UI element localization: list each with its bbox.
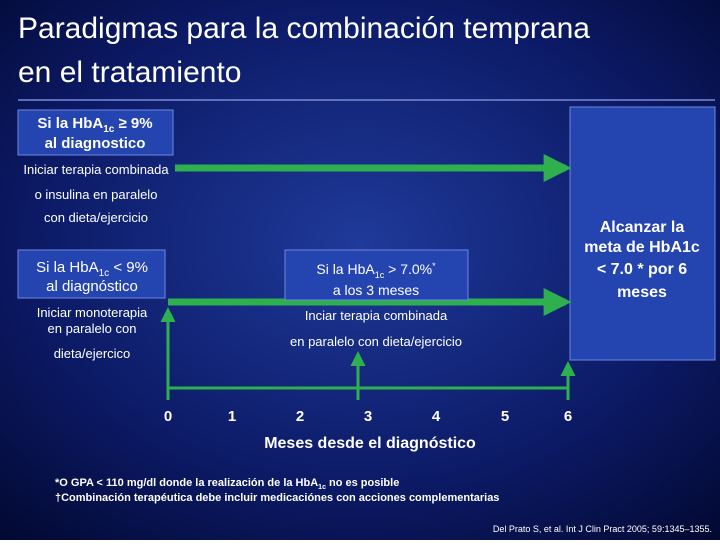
timeline-tick: 0 xyxy=(164,408,172,425)
condition-box xyxy=(17,109,174,156)
path-text: con dieta/ejercicio xyxy=(44,210,148,225)
subscript: 1c xyxy=(375,270,385,280)
text: Si la HbA xyxy=(36,259,99,276)
goal-text: < 7.0 * por 6 xyxy=(597,261,687,278)
text: *O GPA < 110 mg/dl donde la realización … xyxy=(55,477,318,489)
title: Paradigmas para la combinación temprana xyxy=(18,12,590,45)
text: ≥ 9% xyxy=(114,115,152,132)
condition-box xyxy=(284,249,469,301)
text: Si la HbA xyxy=(316,261,375,277)
timeline-tick: 4 xyxy=(432,408,441,425)
footnote: *O GPA < 110 mg/dl donde la realización … xyxy=(55,477,399,491)
timeline-tick: 3 xyxy=(364,408,372,425)
text: no es posible xyxy=(326,477,399,489)
path-text: Iniciar monoterapia xyxy=(37,305,148,320)
subscript: 1c xyxy=(318,484,326,491)
path-text: en paralelo con xyxy=(48,321,137,336)
timeline-label: Meses desde el diagnóstico xyxy=(264,435,476,452)
box-text: Si la HbA1c ≥ 9% xyxy=(37,115,152,135)
path-text: o insulina en paralelo xyxy=(35,187,158,202)
text: Si la HbA xyxy=(37,115,103,132)
goal-box xyxy=(569,106,716,361)
box-text: Si la HbA1c > 7.0%* xyxy=(316,261,436,280)
path-text: dieta/ejercico xyxy=(54,346,131,361)
goal-text: Alcanzar la xyxy=(600,219,685,236)
path-text: Inciar terapia combinada xyxy=(305,308,448,323)
box-text: a los 3 meses xyxy=(333,282,419,298)
goal-text: meta de HbA1c xyxy=(584,239,700,256)
citation: Del Prato S, et al. Int J Clin Pract 200… xyxy=(493,524,712,534)
superscript: * xyxy=(432,261,436,271)
text: > 7.0% xyxy=(384,261,432,277)
box-text: Si la HbA1c < 9% xyxy=(36,259,148,279)
goal-text: meses xyxy=(617,284,667,301)
box-text: al diagnóstico xyxy=(46,278,138,295)
box-text: al diagnostico xyxy=(45,135,146,152)
title: en el tratamiento xyxy=(18,56,241,89)
timeline-tick: 2 xyxy=(296,408,304,425)
timeline-tick: 5 xyxy=(501,408,509,425)
path-text: en paralelo con dieta/ejercicio xyxy=(290,334,462,349)
subscript: 1c xyxy=(99,268,110,279)
condition-box xyxy=(17,249,166,299)
path-text: Iniciar terapia combinada xyxy=(23,162,169,177)
subscript: 1c xyxy=(103,124,115,135)
text: < 9% xyxy=(109,259,148,276)
timeline-tick: 6 xyxy=(564,408,572,425)
footnote: †Combinación terapéutica debe incluir me… xyxy=(55,492,499,504)
timeline-tick: 1 xyxy=(228,408,236,425)
